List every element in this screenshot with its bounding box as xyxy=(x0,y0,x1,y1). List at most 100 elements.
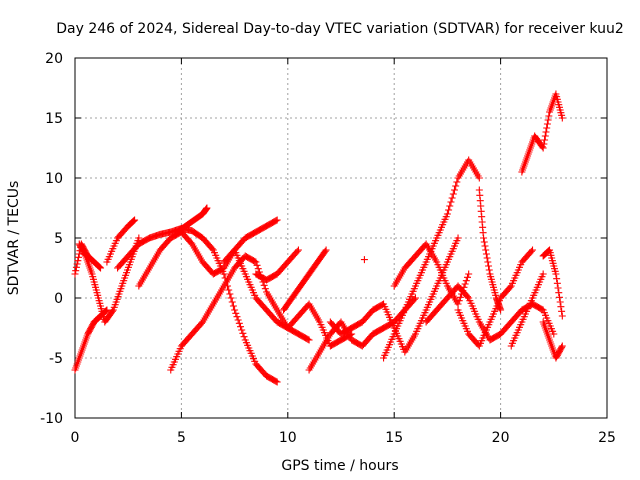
x-tick-label: 15 xyxy=(385,430,403,446)
data-point xyxy=(74,257,82,265)
data-point xyxy=(480,234,488,242)
series-arc-m xyxy=(326,234,462,356)
data-point xyxy=(543,120,551,128)
data-point xyxy=(540,140,548,148)
data-point xyxy=(455,297,463,305)
data-point xyxy=(227,294,235,302)
series-arc-g xyxy=(167,252,356,374)
series-arc-p xyxy=(390,240,473,308)
data-point xyxy=(558,312,566,320)
y-tick-label: -10 xyxy=(40,411,63,427)
data-point xyxy=(481,242,489,250)
data-point xyxy=(539,270,547,278)
data-point xyxy=(485,266,493,274)
data-point xyxy=(558,342,566,350)
data-point xyxy=(238,326,246,334)
data-point xyxy=(557,303,565,311)
data-point xyxy=(293,247,301,255)
data-point xyxy=(135,234,143,242)
data-point xyxy=(72,267,80,275)
x-tick-label: 5 xyxy=(177,430,186,446)
x-tick-label: 10 xyxy=(279,430,297,446)
data-point xyxy=(261,285,269,293)
series-arc-e xyxy=(114,224,281,386)
data-point xyxy=(233,313,241,321)
series-arc-t xyxy=(507,270,547,350)
data-point xyxy=(558,307,566,315)
data-point xyxy=(539,144,547,152)
data-point xyxy=(449,190,457,198)
data-point xyxy=(480,238,488,246)
series-arc-h xyxy=(173,204,211,236)
data-point xyxy=(483,254,491,262)
series-arc-w xyxy=(539,318,566,362)
data-point xyxy=(102,307,110,315)
data-point xyxy=(554,284,562,292)
y-axis-label: SDTVAR / TECUs xyxy=(6,181,22,296)
data-point xyxy=(556,298,564,306)
data-point xyxy=(462,277,470,285)
data-point xyxy=(482,250,490,258)
data-point xyxy=(527,247,535,255)
data-point xyxy=(71,270,79,278)
series-arc-q xyxy=(422,282,558,344)
data-point xyxy=(445,206,453,214)
data-point xyxy=(411,294,419,302)
data-point xyxy=(541,132,549,140)
data-point xyxy=(95,263,103,271)
chart-title: Day 246 of 2024, Sidereal Day-to-day VTE… xyxy=(56,21,624,37)
data-point xyxy=(529,246,537,254)
data-point xyxy=(130,217,138,225)
data-point xyxy=(72,263,80,271)
data-point xyxy=(454,234,462,242)
series-arc-s xyxy=(475,186,505,314)
data-point xyxy=(544,116,552,124)
data-point xyxy=(231,306,239,314)
data-point xyxy=(129,217,137,225)
y-tick-label: 20 xyxy=(45,51,63,67)
axis-ticks: 0 5 10 15 20 25 -10 -5 0 5 10 15 20 xyxy=(40,51,616,446)
data-point xyxy=(232,309,240,317)
data-point xyxy=(484,258,492,266)
data-point xyxy=(475,174,483,182)
data-point xyxy=(273,216,281,224)
series-arc-n xyxy=(380,156,483,362)
data-point xyxy=(220,270,228,278)
grid-lines xyxy=(75,58,607,418)
data-point xyxy=(452,182,460,190)
series-arc-j xyxy=(252,246,302,284)
data-point xyxy=(273,378,281,386)
data-point xyxy=(103,306,111,314)
data-point xyxy=(541,136,549,144)
data-point xyxy=(305,336,313,344)
series-arc-l xyxy=(305,294,419,374)
data-point xyxy=(75,253,83,261)
data-point xyxy=(203,204,211,212)
data-point xyxy=(96,263,104,271)
data-point xyxy=(485,262,493,270)
series-arc-u xyxy=(518,90,566,176)
data-point xyxy=(558,343,566,351)
data-point xyxy=(446,202,454,210)
y-tick-label: 10 xyxy=(45,171,63,187)
data-point xyxy=(252,258,260,266)
data-point xyxy=(208,245,216,253)
data-point xyxy=(237,323,245,331)
y-tick-label: 15 xyxy=(45,111,63,127)
data-point xyxy=(448,194,456,202)
data-point xyxy=(545,112,553,120)
data-point xyxy=(482,246,490,254)
data-point xyxy=(75,250,83,258)
data-point xyxy=(553,275,561,283)
data-point xyxy=(272,377,280,385)
data-point xyxy=(234,316,242,324)
x-axis-label: GPS time / hours xyxy=(281,458,398,474)
data-point xyxy=(239,329,247,337)
data-point xyxy=(272,217,280,225)
x-tick-label: 25 xyxy=(598,430,616,446)
data-point xyxy=(453,178,461,186)
x-tick-label: 20 xyxy=(492,430,510,446)
data-point xyxy=(321,247,329,255)
series-arc-i xyxy=(220,216,281,266)
